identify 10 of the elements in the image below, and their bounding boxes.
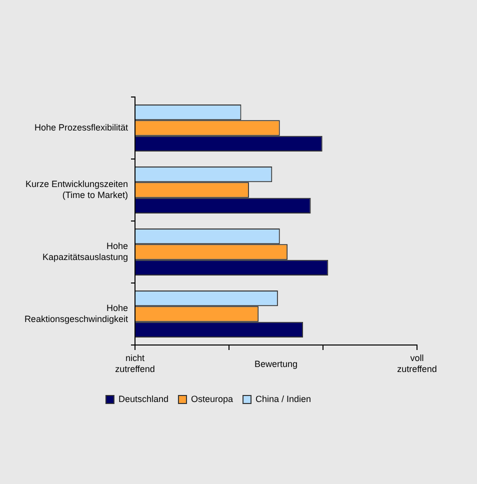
legend-label: Osteuropa [190, 394, 234, 404]
text: voll zutreffend [397, 352, 437, 374]
legend-label: China / Indien [256, 394, 312, 404]
legend-label: Deutschland [118, 394, 168, 404]
text: nicht zutreffend [115, 352, 155, 374]
y-tick-label: Hohe Kapazitätsauslastung [42, 241, 128, 262]
y-tick-label: Hohe Reaktionsgeschwindigkeit [24, 303, 128, 324]
y-tick-label: Hohe Prozessflexibilität [34, 122, 128, 132]
x-axis-title: Bewertung [254, 358, 298, 369]
y-tick-label: Kurze Entwicklungszeiten (Time to Market) [25, 179, 128, 200]
